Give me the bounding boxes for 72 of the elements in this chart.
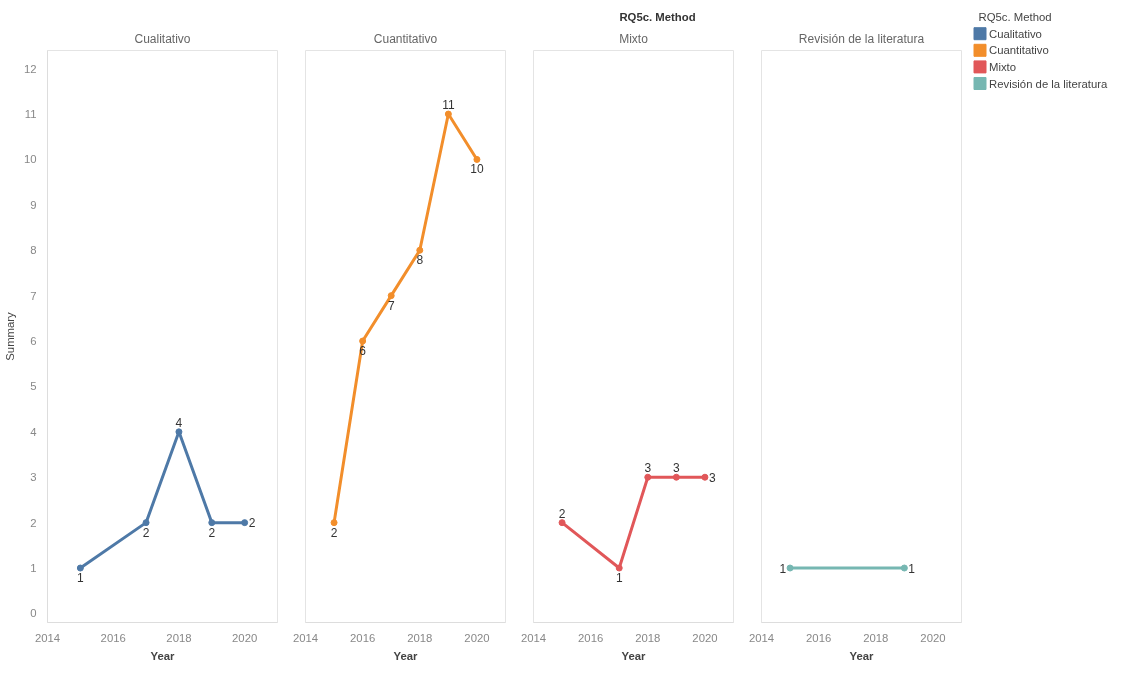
chart-title: Cualitativo xyxy=(134,31,191,46)
data-label: 1 xyxy=(908,561,916,576)
x-tick-label: 2016 xyxy=(806,631,832,644)
y-tick-label: 1 xyxy=(30,562,37,575)
x-tick-label: 2020 xyxy=(692,631,718,644)
legend-label: Revisión de la literatura xyxy=(989,77,1109,90)
data-label: 2 xyxy=(248,516,256,531)
data-label: 3 xyxy=(644,461,652,476)
point xyxy=(241,519,249,527)
y-tick-label: 2 xyxy=(30,516,37,529)
chart-title: Mixto xyxy=(619,31,649,46)
y-tick-label: 7 xyxy=(30,289,37,302)
y-tick-label: 9 xyxy=(30,198,37,211)
data-label: 2 xyxy=(558,506,566,521)
point xyxy=(444,110,452,118)
y-tick-label: 0 xyxy=(30,607,37,620)
data-label: 7 xyxy=(387,298,395,313)
y-tick-label: 11 xyxy=(24,108,37,121)
y-axis-title: Summary xyxy=(3,311,16,361)
x-tick-label: 2016 xyxy=(100,631,126,644)
y-tick-label: 8 xyxy=(30,244,37,257)
x-axis-title: Year xyxy=(621,649,647,662)
point xyxy=(76,564,84,572)
data-label: 1 xyxy=(779,561,787,576)
x-tick-label: 2014 xyxy=(292,631,319,644)
x-tick-label: 2018 xyxy=(407,631,433,644)
y-tick-label: 5 xyxy=(30,380,37,393)
x-tick-label: 2016 xyxy=(578,631,604,644)
x-tick-label: 2016 xyxy=(350,631,376,644)
x-tick-label: 2018 xyxy=(166,631,192,644)
data-label: 11 xyxy=(442,98,455,113)
legend-label: Cuantitativo xyxy=(989,44,1049,57)
y-tick-label: 12 xyxy=(23,62,37,75)
text: RQ5c. Method xyxy=(619,11,696,24)
x-axis-title: Year xyxy=(150,649,176,662)
data-label: 1 xyxy=(615,571,623,586)
point xyxy=(142,519,150,527)
data-label: 4 xyxy=(175,415,183,430)
point xyxy=(473,155,481,163)
x-tick-label: 2014 xyxy=(748,631,775,644)
data-label: 8 xyxy=(416,253,424,268)
data-label: 10 xyxy=(470,162,484,177)
legend-label: Cualitativo xyxy=(989,27,1042,40)
x-tick-label: 2020 xyxy=(920,631,946,644)
y-tick-label: 3 xyxy=(30,471,37,484)
point xyxy=(175,428,183,436)
x-tick-label: 2014 xyxy=(34,631,61,644)
x-tick-label: 2020 xyxy=(464,631,490,644)
x-tick-label: 2020 xyxy=(232,631,258,644)
data-label: 2 xyxy=(142,525,150,540)
data-label: 1 xyxy=(77,571,85,586)
data-label: 2 xyxy=(208,525,216,540)
point xyxy=(208,519,216,527)
x-axis-title: Year xyxy=(849,649,875,662)
chart-title: Cuantitativo xyxy=(373,31,438,46)
point xyxy=(387,292,395,300)
data-label: 3 xyxy=(673,461,681,476)
legend-label: Mixto xyxy=(989,60,1017,73)
y-tick-label: 6 xyxy=(30,335,37,348)
x-tick-label: 2018 xyxy=(635,631,661,644)
x-tick-label: 2014 xyxy=(520,631,547,644)
data-label: 3 xyxy=(708,470,716,485)
y-tick-label: 10 xyxy=(23,153,37,166)
x-tick-label: 2018 xyxy=(863,631,889,644)
y-tick-label: 4 xyxy=(30,425,37,438)
data-label: 2 xyxy=(330,525,338,540)
point xyxy=(416,246,424,254)
legend-title: RQ5c. Method xyxy=(978,11,1052,24)
point xyxy=(330,519,338,527)
point xyxy=(359,337,367,345)
chart-title: Revisión de la literatura xyxy=(798,31,925,46)
x-axis-title: Year xyxy=(393,649,419,662)
